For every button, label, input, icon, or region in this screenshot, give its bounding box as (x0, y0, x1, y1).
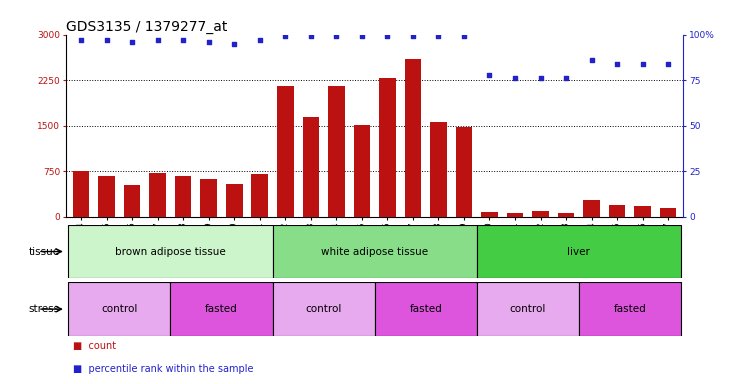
Bar (583, 200, 600, 217)
Point (484, 72, 496, 78)
Point (228, 41, 240, 47)
Bar (354, 124, 370, 217)
Bar (455, 127, 472, 217)
Text: brown adipose tissue: brown adipose tissue (115, 247, 226, 257)
Bar (660, 209, 676, 217)
Bar (430, 122, 447, 217)
Text: stress: stress (29, 304, 60, 314)
Point (407, 33, 419, 40)
Bar (609, 205, 626, 217)
Point (560, 75, 572, 81)
Text: ■  count: ■ count (73, 341, 116, 351)
Point (662, 61, 674, 67)
Bar (170, 282, 273, 336)
Bar (149, 172, 166, 217)
Point (101, 37, 113, 43)
Bar (273, 282, 374, 336)
Point (637, 61, 648, 67)
Bar (175, 175, 192, 217)
Point (356, 33, 368, 40)
Bar (477, 225, 681, 278)
Point (152, 37, 164, 43)
Point (305, 33, 317, 40)
Text: GDS3135 / 1379277_at: GDS3135 / 1379277_at (66, 20, 227, 33)
Point (254, 37, 265, 43)
Bar (200, 179, 217, 217)
Point (458, 33, 470, 40)
Point (279, 33, 291, 40)
Bar (226, 184, 243, 217)
Text: control: control (101, 304, 137, 314)
Point (611, 61, 623, 67)
Point (510, 75, 521, 81)
Text: control: control (510, 304, 546, 314)
Bar (303, 117, 319, 217)
Bar (68, 225, 273, 278)
Text: fasted: fasted (613, 304, 646, 314)
Point (433, 33, 444, 40)
Bar (277, 86, 294, 217)
Bar (273, 225, 477, 278)
Point (382, 33, 393, 40)
Point (586, 57, 597, 63)
Bar (73, 171, 89, 217)
Text: control: control (306, 304, 342, 314)
Point (203, 39, 215, 45)
Bar (477, 282, 579, 336)
Bar (532, 211, 549, 217)
Point (178, 37, 189, 43)
Bar (328, 86, 344, 217)
Text: white adipose tissue: white adipose tissue (321, 247, 428, 257)
Bar (579, 282, 681, 336)
Point (330, 33, 342, 40)
Bar (251, 174, 268, 217)
Bar (379, 78, 395, 217)
Bar (99, 175, 115, 217)
Text: fasted: fasted (409, 304, 442, 314)
Bar (481, 212, 498, 217)
Bar (507, 213, 523, 217)
Bar (374, 282, 477, 336)
Bar (635, 206, 651, 217)
Point (75, 37, 87, 43)
Text: ■  percentile rank within the sample: ■ percentile rank within the sample (73, 364, 254, 374)
Text: fasted: fasted (205, 304, 238, 314)
Text: liver: liver (567, 247, 590, 257)
Bar (124, 185, 140, 217)
Bar (68, 282, 170, 336)
Text: tissue: tissue (29, 247, 60, 257)
Bar (405, 59, 421, 217)
Point (534, 75, 546, 81)
Point (126, 39, 138, 45)
Bar (558, 213, 575, 217)
